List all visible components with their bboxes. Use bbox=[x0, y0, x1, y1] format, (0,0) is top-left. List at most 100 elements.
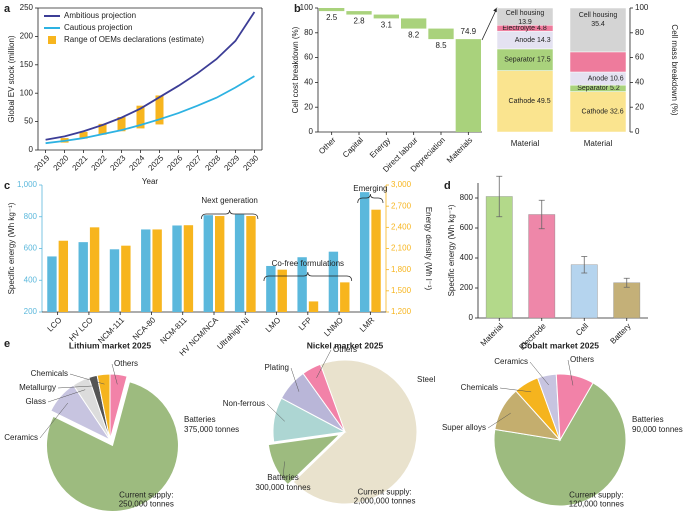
y-tick-label: 50 bbox=[24, 117, 33, 126]
segment-name: Cathode bbox=[582, 109, 609, 116]
leader-line bbox=[111, 363, 118, 385]
x-tick-label: 2019 bbox=[33, 153, 52, 172]
bar bbox=[266, 265, 276, 312]
leader-line bbox=[290, 367, 300, 392]
y-tick-label: 200 bbox=[460, 283, 474, 292]
y-tick-label: 1,500 bbox=[391, 286, 412, 295]
annotation: Current supply: bbox=[119, 491, 173, 500]
bracket bbox=[201, 209, 259, 220]
slice-label: Batteries bbox=[184, 415, 216, 424]
annotation: 2,000,000 tonnes bbox=[354, 497, 416, 506]
segment-name: Cell housing bbox=[579, 12, 618, 19]
y-tick-label: 0 bbox=[309, 127, 314, 136]
y-tick-label: 40 bbox=[635, 78, 644, 87]
pie-slice bbox=[46, 381, 179, 512]
bar bbox=[570, 264, 598, 319]
bar bbox=[528, 214, 556, 319]
value-label: 2.8 bbox=[353, 17, 365, 26]
segment-name: Anode bbox=[588, 75, 608, 82]
x-tick-label: 2020 bbox=[52, 153, 71, 172]
error-bar bbox=[496, 175, 503, 218]
x-tick-label: 2027 bbox=[184, 153, 203, 172]
slice-value-label: 90,000 tonnes bbox=[632, 425, 683, 434]
y-tick-label: 20 bbox=[635, 102, 644, 111]
y-tick-label: 0 bbox=[29, 145, 34, 154]
legend-label: Cautious projection bbox=[64, 23, 132, 32]
segment-value: 10.6 bbox=[610, 75, 624, 82]
slice-label: Batteries bbox=[267, 473, 299, 482]
value-label: 8.2 bbox=[408, 31, 420, 40]
y-tick-label: 1,200 bbox=[391, 307, 412, 316]
segment-value: 4.8 bbox=[537, 25, 547, 32]
pie-slice bbox=[109, 373, 128, 441]
slice-label: Metallurgy bbox=[19, 383, 56, 392]
leader-line bbox=[69, 373, 105, 385]
bar bbox=[297, 257, 307, 312]
y-tick-label: 2,400 bbox=[391, 222, 412, 231]
x-tick-label: Material bbox=[511, 139, 540, 148]
leader-line bbox=[316, 349, 332, 378]
bar bbox=[47, 256, 57, 312]
pie-title: Lithium market 2025 bbox=[69, 340, 151, 350]
slice-value-label: 300,000 tonnes bbox=[255, 483, 310, 492]
annotation: Next generation bbox=[201, 196, 257, 205]
range-bar bbox=[136, 105, 145, 129]
x-tick-label: LCO bbox=[46, 316, 64, 334]
bar bbox=[246, 216, 256, 312]
x-tick-label: Material bbox=[584, 139, 613, 148]
pie-slice bbox=[493, 382, 627, 507]
slice-label: Batteries bbox=[632, 415, 664, 424]
annotation: Emerging bbox=[353, 184, 387, 193]
slice-label: Steel bbox=[417, 375, 435, 384]
y-tick-label: 80 bbox=[635, 28, 644, 37]
x-tick-label: NCA-80 bbox=[131, 315, 158, 342]
bar bbox=[277, 269, 287, 312]
x-tick-label: Other bbox=[317, 135, 338, 156]
slice-label: Super alloys bbox=[442, 423, 486, 432]
x-tick-label: 2026 bbox=[165, 153, 184, 172]
bar bbox=[373, 14, 399, 19]
x-tick-label: 2030 bbox=[241, 153, 260, 172]
x-tick-label: Materials bbox=[445, 136, 474, 165]
segment-name: Anode bbox=[515, 37, 535, 44]
segment-value: 5.2 bbox=[610, 85, 620, 92]
x-tick-label: 2022 bbox=[89, 153, 108, 172]
error-bar bbox=[538, 199, 545, 230]
axis-label: Specific energy (Wh kg⁻¹) bbox=[447, 204, 456, 296]
x-tick-label: 2028 bbox=[203, 153, 222, 172]
bar-segment bbox=[569, 51, 627, 73]
bar bbox=[203, 215, 213, 312]
y-tick-label: 1,800 bbox=[391, 265, 412, 274]
segment-value: 17.5 bbox=[537, 57, 551, 64]
bar bbox=[428, 28, 454, 40]
y-tick-label: 3,000 bbox=[391, 180, 412, 189]
annotation: Current supply: bbox=[357, 488, 411, 497]
range-bar bbox=[79, 131, 88, 139]
slice-label: Others bbox=[333, 345, 357, 354]
line-series bbox=[45, 11, 256, 141]
pie-slice bbox=[555, 373, 594, 442]
y-tick-label: 100 bbox=[635, 3, 649, 12]
y-tick-label: 200 bbox=[20, 32, 34, 41]
arrow bbox=[481, 7, 498, 41]
y-tick-label: 60 bbox=[635, 53, 644, 62]
bar bbox=[109, 249, 120, 312]
annotation: Current supply: bbox=[569, 491, 623, 500]
axis-label: Energy density (Wh l⁻¹) bbox=[424, 207, 433, 291]
leader-line bbox=[567, 359, 574, 386]
axis-label: Specific energy (Wh kg⁻¹) bbox=[7, 202, 16, 294]
y-tick-label: 600 bbox=[24, 244, 38, 253]
pie-title: Cobalt market 2025 bbox=[521, 340, 599, 350]
panel-label: e bbox=[4, 338, 10, 350]
legend-swatch bbox=[48, 36, 56, 44]
bar bbox=[121, 245, 131, 312]
x-tick-label: LMR bbox=[358, 315, 376, 333]
bar bbox=[78, 242, 88, 312]
leader-line bbox=[499, 387, 532, 393]
slice-label: Ceramics bbox=[494, 357, 528, 366]
y-tick-label: 20 bbox=[304, 102, 313, 111]
x-tick-label: 2024 bbox=[127, 153, 146, 172]
segment-name: Cell housing bbox=[506, 10, 545, 17]
slice-label: Non-ferrous bbox=[223, 399, 265, 408]
